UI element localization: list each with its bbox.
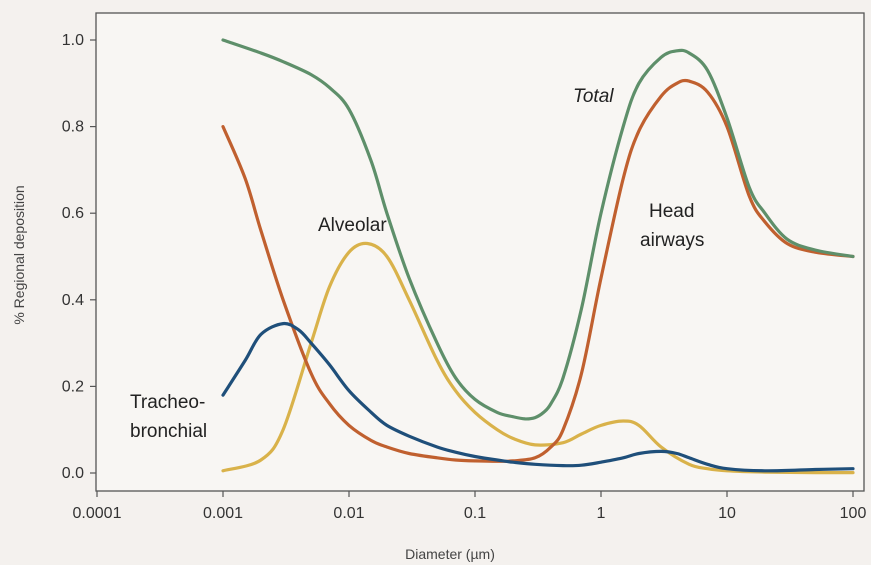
plot-frame — [95, 12, 865, 492]
y-tick-label: 0.8 — [62, 119, 84, 136]
y-tick-label: 0.0 — [62, 465, 84, 482]
series-line-total — [221, 38, 855, 421]
x-axis: 0.0001 0.001 0.01 0.1 1 10 100 — [73, 491, 867, 522]
y-tick-label: 0.6 — [62, 205, 84, 222]
y-tick-label: 1.0 — [62, 32, 84, 49]
label-airways: airways — [640, 230, 704, 251]
x-tick-label: 0.0001 — [73, 505, 122, 522]
x-tick-label: 0.001 — [203, 505, 243, 522]
label-total: Total — [573, 86, 614, 107]
series-layer — [221, 38, 855, 475]
label-bronchial: bronchial — [130, 421, 207, 442]
y-axis: 0.0 0.2 0.4 0.6 0.8 1.0 — [62, 32, 96, 482]
series-line-head-airways — [221, 78, 855, 463]
label-tracheo: Tracheo- — [130, 392, 205, 413]
label-alveolar: Alveolar — [318, 215, 387, 236]
y-tick-label: 0.4 — [62, 292, 84, 309]
y-axis-title: % Regional deposition — [11, 185, 27, 324]
x-axis-title: Diameter (µm) — [405, 546, 495, 562]
x-tick-label: 100 — [840, 505, 867, 522]
series-line-alveolar — [221, 241, 855, 475]
y-tick-label: 0.2 — [62, 378, 84, 395]
x-tick-label: 10 — [718, 505, 736, 522]
label-head: Head — [649, 201, 694, 222]
series-line-tracheobronchial — [221, 321, 855, 473]
x-tick-label: 1 — [597, 505, 606, 522]
x-tick-label: 0.01 — [333, 505, 364, 522]
x-tick-label: 0.1 — [464, 505, 486, 522]
